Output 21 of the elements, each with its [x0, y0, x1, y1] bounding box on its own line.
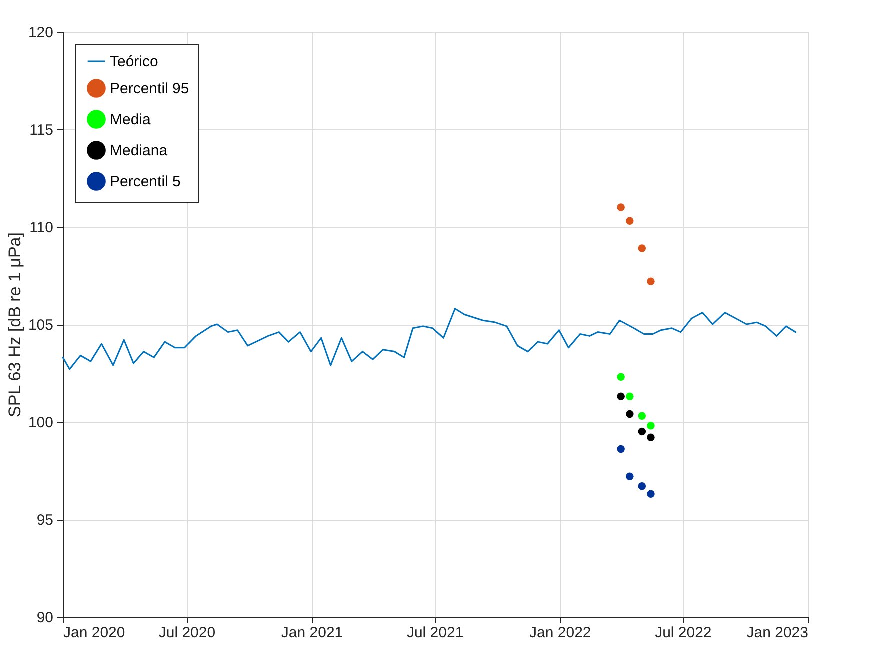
y-tick-label: 120 — [28, 24, 54, 42]
legend-label: Percentil 5 — [110, 174, 181, 190]
legend-label: Percentil 95 — [110, 80, 190, 98]
y-tick-label: 90 — [36, 610, 54, 626]
y-axis-title: SPL 63 Hz [dB re 1 μPa] — [5, 232, 24, 418]
y-tick-label: 110 — [30, 220, 54, 236]
legend-label: Mediana — [110, 142, 168, 160]
y-tick-label: 95 — [36, 512, 54, 529]
x-tick-label: Jan 2022 — [530, 624, 592, 642]
y-tick-label: 100 — [28, 414, 54, 432]
x-tick-label: Jan 2021 — [281, 624, 344, 642]
legend-label: Media — [110, 112, 152, 128]
x-tick-label: Jan 2023 — [746, 624, 808, 642]
line-series — [62, 308, 797, 370]
x-tick-label: Jul 2021 — [406, 624, 464, 642]
y-tick-label: 115 — [30, 122, 54, 139]
legend-label: Teórico — [110, 54, 158, 70]
x-tick-label: Jan 2020 — [64, 624, 126, 642]
x-tick-label: Jul 2022 — [655, 624, 712, 642]
y-tick-label: 105 — [28, 317, 54, 334]
x-tick-label: Jul 2020 — [158, 624, 216, 642]
